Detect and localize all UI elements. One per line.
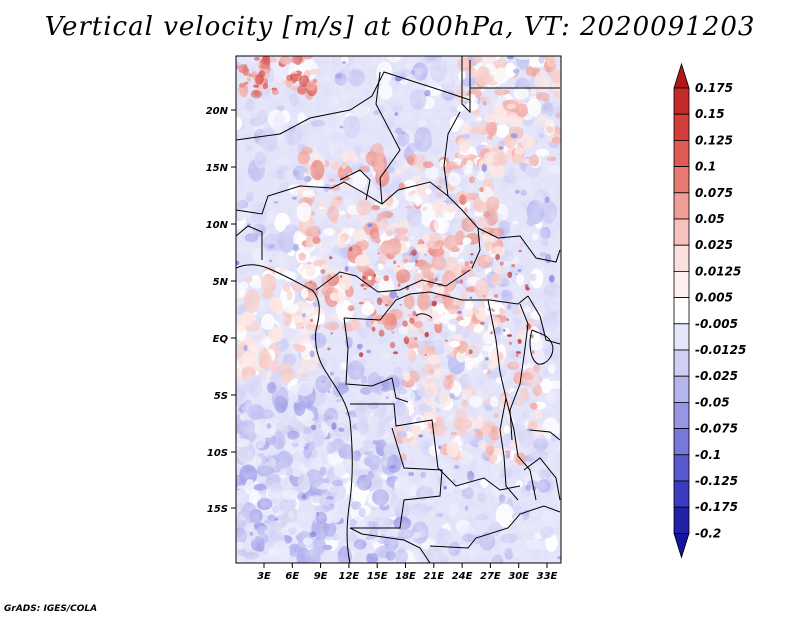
colorbar-bottom-arrow: [673, 533, 690, 559]
lon-label: 15E: [367, 571, 388, 582]
lon-label: 6E: [285, 571, 299, 582]
colorbar-top-arrow: [673, 62, 690, 89]
lon-label: 3E: [257, 571, 271, 582]
colorbar-label: 0.0125: [695, 264, 741, 278]
colorbar-swatch: [673, 113, 690, 141]
colorbar-label: -0.05: [695, 395, 730, 409]
lat-label: 20N: [206, 106, 229, 117]
lon-label: 18E: [395, 571, 416, 582]
colorbar-label: -0.2: [695, 526, 721, 540]
lat-label: EQ: [213, 334, 229, 345]
lat-label: 5N: [213, 277, 229, 288]
colorbar-label: -0.125: [695, 474, 738, 488]
colorbar-swatch: [673, 139, 690, 167]
map-frame: [235, 55, 562, 564]
lon-label: 24E: [452, 571, 473, 582]
lat-label: 10N: [206, 220, 229, 231]
longitude-axis: 3E 6E 9E 12E 15E 18E 21E 24E 27E 30E 33E: [257, 563, 558, 582]
colorbar-label: 0.1: [695, 160, 716, 174]
colorbar-swatch: [673, 270, 690, 298]
lon-label: 33E: [537, 571, 558, 582]
colorbar-label: 0.005: [695, 291, 733, 305]
colorbar-swatch: [673, 454, 690, 482]
colorbar-swatch: [673, 401, 690, 429]
vertical-velocity-field: [236, 56, 561, 563]
colorbar: 0.175 0.15 0.125 0.1 0.075 0.05 0.025 0.0125 0.0…: [673, 62, 746, 559]
colorbar-label: 0.025: [695, 238, 733, 252]
map-title: Vertical velocity [m/s] at 600hPa, VT: 2…: [44, 12, 756, 42]
colorbar-label: 0.125: [695, 133, 733, 147]
colorbar-swatch: [673, 218, 690, 246]
colorbar-label: 0.175: [695, 81, 733, 95]
country-borders: [236, 56, 561, 563]
colorbar-label: 0.05: [695, 212, 725, 226]
colorbar-label: -0.075: [695, 422, 738, 436]
grads-credit: GrADS: IGES/COLA: [4, 604, 98, 614]
colorbar-label: -0.005: [695, 317, 738, 331]
lon-label: 27E: [480, 571, 501, 582]
colorbar-label: 0.075: [695, 186, 733, 200]
colorbar-swatch: [673, 323, 690, 351]
colorbar-swatch: [673, 244, 690, 272]
colorbar-label: 0.15: [695, 107, 725, 121]
colorbar-label: -0.1: [695, 448, 721, 462]
lat-label: 15S: [207, 504, 228, 515]
lat-label: 5S: [214, 391, 228, 402]
lon-label: 12E: [339, 571, 360, 582]
colorbar-swatch: [673, 349, 690, 377]
lat-label: 10S: [207, 448, 228, 459]
colorbar-swatch: [673, 87, 690, 115]
colorbar-swatch: [673, 192, 690, 220]
latitude-axis: 20N 15N 10N 5N EQ 5S 10S 15S: [206, 106, 236, 515]
colorbar-swatch: [673, 297, 690, 325]
lon-label: 9E: [314, 571, 328, 582]
lon-label: 30E: [508, 571, 529, 582]
colorbar-label: -0.025: [695, 369, 738, 383]
lat-label: 15N: [206, 163, 229, 174]
colorbar-swatch: [673, 506, 690, 534]
colorbar-swatch: [673, 375, 690, 403]
colorbar-label: -0.175: [695, 500, 738, 514]
lon-label: 21E: [423, 571, 444, 582]
colorbar-swatch: [673, 480, 690, 508]
colorbar-swatch: [673, 166, 690, 194]
colorbar-label: -0.0125: [695, 343, 746, 357]
colorbar-swatch: [673, 428, 690, 456]
